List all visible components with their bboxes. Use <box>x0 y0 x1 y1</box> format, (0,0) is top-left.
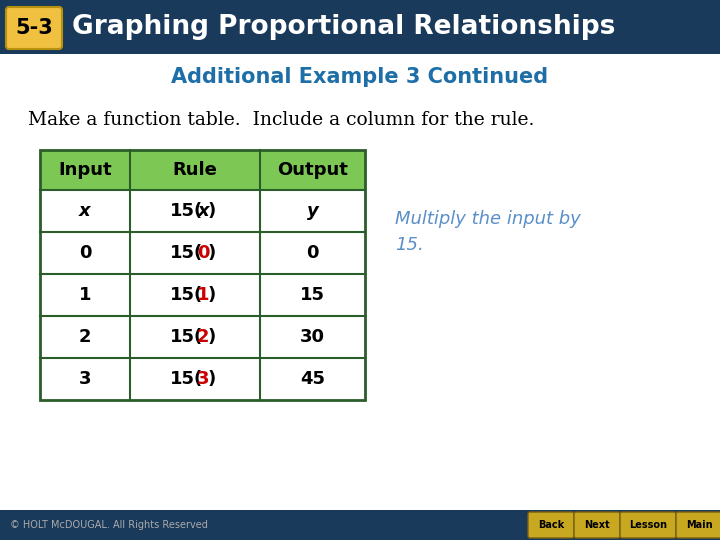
Text: 2: 2 <box>78 328 91 346</box>
Text: 0: 0 <box>306 244 319 262</box>
Text: x: x <box>197 202 209 220</box>
Text: 2: 2 <box>197 328 210 346</box>
Text: x: x <box>79 202 91 220</box>
Text: ): ) <box>207 202 215 220</box>
Text: 15(: 15( <box>170 244 204 262</box>
Text: Additional Example 3 Continued: Additional Example 3 Continued <box>171 67 549 87</box>
Text: 15(: 15( <box>170 202 204 220</box>
Text: ): ) <box>207 286 215 304</box>
FancyBboxPatch shape <box>574 512 620 538</box>
Text: Multiply the input by
15.: Multiply the input by 15. <box>395 211 581 253</box>
FancyBboxPatch shape <box>6 7 62 49</box>
FancyBboxPatch shape <box>40 150 365 190</box>
Text: 15: 15 <box>300 286 325 304</box>
Text: Input: Input <box>58 161 112 179</box>
Text: 30: 30 <box>300 328 325 346</box>
Text: 3: 3 <box>78 370 91 388</box>
Text: Graphing Proportional Relationships: Graphing Proportional Relationships <box>72 14 616 40</box>
Text: 0: 0 <box>78 244 91 262</box>
Text: © HOLT McDOUGAL. All Rights Reserved: © HOLT McDOUGAL. All Rights Reserved <box>10 520 208 530</box>
Text: 15(: 15( <box>170 370 204 388</box>
Text: 15(: 15( <box>170 328 204 346</box>
FancyBboxPatch shape <box>528 512 574 538</box>
Text: Lesson: Lesson <box>629 520 667 530</box>
Text: 1: 1 <box>78 286 91 304</box>
Text: 0: 0 <box>197 244 210 262</box>
Text: 45: 45 <box>300 370 325 388</box>
Text: Main: Main <box>685 520 712 530</box>
FancyBboxPatch shape <box>0 510 720 540</box>
FancyBboxPatch shape <box>0 0 720 54</box>
Text: ): ) <box>207 370 215 388</box>
Text: Next: Next <box>584 520 610 530</box>
FancyBboxPatch shape <box>620 512 676 538</box>
Text: 1: 1 <box>197 286 210 304</box>
Text: Rule: Rule <box>173 161 217 179</box>
Text: ): ) <box>207 244 215 262</box>
Text: Back: Back <box>538 520 564 530</box>
Text: 15(: 15( <box>170 286 204 304</box>
Text: Output: Output <box>277 161 348 179</box>
Text: y: y <box>307 202 318 220</box>
Text: ): ) <box>207 328 215 346</box>
Text: 3: 3 <box>197 370 210 388</box>
Text: Make a function table.  Include a column for the rule.: Make a function table. Include a column … <box>28 111 534 129</box>
FancyBboxPatch shape <box>676 512 720 538</box>
Text: 5-3: 5-3 <box>15 18 53 38</box>
